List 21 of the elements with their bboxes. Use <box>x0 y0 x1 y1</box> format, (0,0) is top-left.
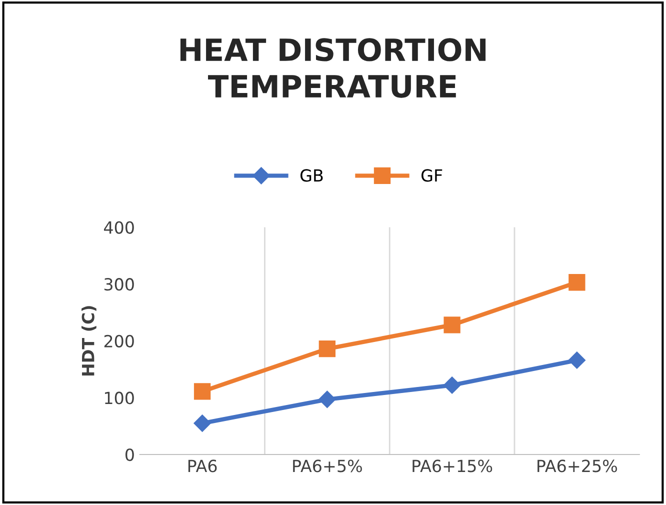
y-tick-label: 400 <box>104 221 134 234</box>
point <box>318 390 336 408</box>
x-tick-label: PA6+5% <box>293 460 362 472</box>
x-tick-label: PA6+15% <box>412 460 492 472</box>
y-tick-label: 200 <box>104 334 134 348</box>
point <box>568 274 586 291</box>
point <box>194 414 211 432</box>
x-tick-label: PA6 <box>188 460 217 472</box>
point <box>443 376 461 394</box>
point <box>444 316 460 334</box>
x-tick-label: PA6+25% <box>538 460 618 472</box>
y-tick-label: 0 <box>125 448 134 462</box>
y-tick-label: 100 <box>105 392 134 404</box>
legend-label: GB <box>300 169 323 182</box>
y-tick-label: 300 <box>104 278 134 291</box>
point <box>318 340 336 358</box>
legend-label: GF <box>422 169 442 182</box>
point <box>568 352 586 369</box>
point <box>194 383 211 400</box>
chart-title: HEAT DISTORTION TEMPERATURE <box>180 38 486 98</box>
y-axis-title: HDT (C) <box>82 306 96 376</box>
